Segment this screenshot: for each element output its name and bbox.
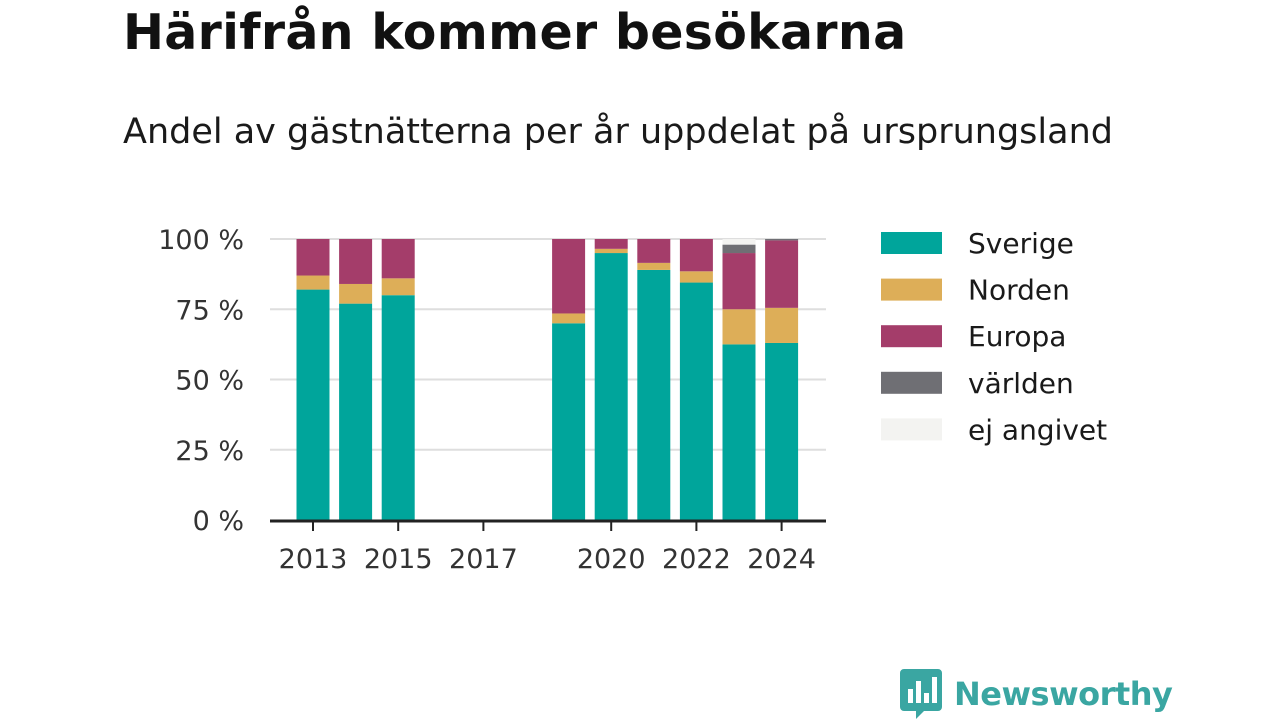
legend: Sverige Norden Europa världen ej angivet [881, 227, 1107, 446]
bar-segment-norden-2013 [296, 275, 330, 290]
bar-segment-sverige-2015 [381, 295, 415, 520]
bar-segment-världen-2023 [722, 244, 756, 254]
bar-segment-sverige-2020 [594, 253, 628, 521]
bar-segment-europa-2024 [765, 240, 799, 308]
bar-segment-sverige-2014 [339, 303, 373, 520]
legend-label: Europa [968, 320, 1066, 353]
bar-segment-ej-angivet-2023 [722, 239, 756, 245]
bar-segment-europa-2021 [637, 239, 671, 263]
legend-label: världen [968, 367, 1074, 400]
bar-segment-sverige-2022 [679, 282, 713, 520]
bar-segment-europa-2013 [296, 239, 330, 276]
x-tick-label: 2017 [449, 544, 518, 575]
bar-segment-norden-2020 [594, 248, 628, 254]
newsworthy-logo-icon [900, 669, 942, 719]
bar-segment-sverige-2024 [765, 342, 799, 520]
bar-segment-norden-2021 [637, 262, 671, 270]
bar-segment-sverige-2021 [637, 269, 671, 520]
bar-segment-norden-2024 [765, 307, 799, 343]
bars [296, 239, 799, 521]
x-tick-label: 2020 [577, 544, 646, 575]
legend-swatch [881, 278, 942, 301]
bar-segment-europa-2023 [722, 253, 756, 310]
x-tick-label: 2024 [747, 544, 816, 575]
bar-segment-europa-2022 [679, 239, 713, 272]
legend-label: Sverige [968, 227, 1074, 260]
legend-label: Norden [968, 274, 1070, 307]
bar-segment-europa-2015 [381, 239, 415, 279]
bar-segment-sverige-2019 [552, 323, 586, 520]
legend-swatch [881, 232, 942, 254]
bar-segment-norden-2014 [339, 283, 373, 304]
legend-swatch [881, 418, 942, 441]
bar-segment-norden-2022 [679, 271, 713, 283]
bar-segment-europa-2019 [552, 239, 586, 314]
x-tick-label: 2015 [364, 544, 433, 575]
bar-segment-norden-2023 [722, 309, 756, 345]
y-tick-label: 25 % [175, 436, 244, 467]
y-tick-label: 100 % [158, 225, 244, 256]
legend-swatch [881, 371, 942, 394]
bar-segment-sverige-2013 [296, 289, 330, 520]
chart-subtitle: Andel av gästnätterna per år uppdelat på… [123, 112, 1113, 152]
bar-segment-europa-2020 [594, 239, 628, 249]
stacked-bar-chart: 0 % 25 % 50 % 75 % 100 % 2013 2015 2017 2020 2022… [158, 225, 1107, 575]
axes: 0 % 25 % 50 % 75 % 100 % 2013 2015 2017 2020 2022… [158, 225, 826, 575]
y-tick-label: 50 % [175, 366, 244, 397]
bar-segment-europa-2014 [339, 239, 373, 284]
bar-segment-världen-2024 [765, 239, 799, 241]
x-tick-label: 2013 [279, 544, 348, 575]
x-tick-label: 2022 [662, 544, 731, 575]
bar-segment-norden-2019 [552, 313, 586, 324]
y-tick-label: 0 % [193, 506, 244, 537]
bar-segment-sverige-2023 [722, 344, 756, 520]
brand-logo: Newsworthy [900, 668, 1173, 720]
y-tick-label: 75 % [175, 295, 244, 326]
legend-swatch [881, 325, 942, 348]
chart-title: Härifrån kommer besökarna [123, 4, 907, 61]
bar-segment-norden-2015 [381, 278, 415, 296]
legend-label: ej angivet [968, 413, 1107, 446]
brand-name: Newsworthy [954, 675, 1173, 713]
